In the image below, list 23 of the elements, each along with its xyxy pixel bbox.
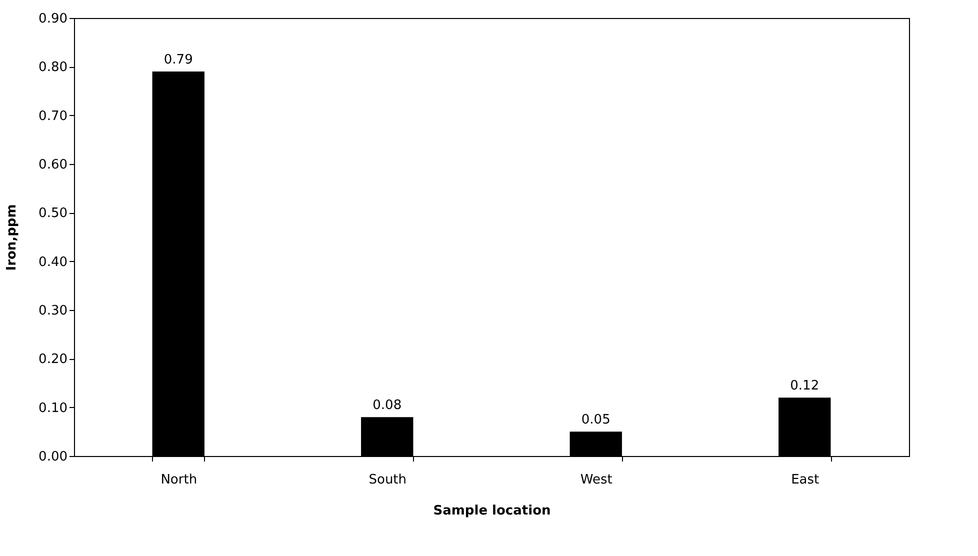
x-tick-label: East [791,472,820,488]
x-tick-label: South [368,472,407,488]
y-tick-label: 0.80 [38,60,68,76]
bar [778,398,831,456]
x-tick-label: West [580,472,612,488]
y-axis-title: Iron,ppm [4,204,20,271]
y-tick-label: 0.90 [38,12,68,26]
y-tick-label: 0.40 [38,254,68,270]
y-tick-label: 0.50 [38,206,68,222]
y-tick-label: 0.70 [38,108,68,124]
y-tick-label: 0.10 [38,400,68,416]
data-label: 0.79 [164,52,193,68]
x-tick-label: North [160,472,198,488]
bar [570,432,622,456]
y-tick-label: 0.20 [38,352,68,368]
data-label: 0.05 [581,412,610,428]
y-tick-label: 0.60 [38,158,68,172]
data-label: 0.12 [790,378,820,394]
y-tick-label: 0.30 [38,304,68,318]
y-tick-label: 0.00 [38,450,68,464]
data-label: 0.08 [372,398,402,414]
bar [361,417,414,456]
x-axis-title: Sample location [433,504,551,518]
